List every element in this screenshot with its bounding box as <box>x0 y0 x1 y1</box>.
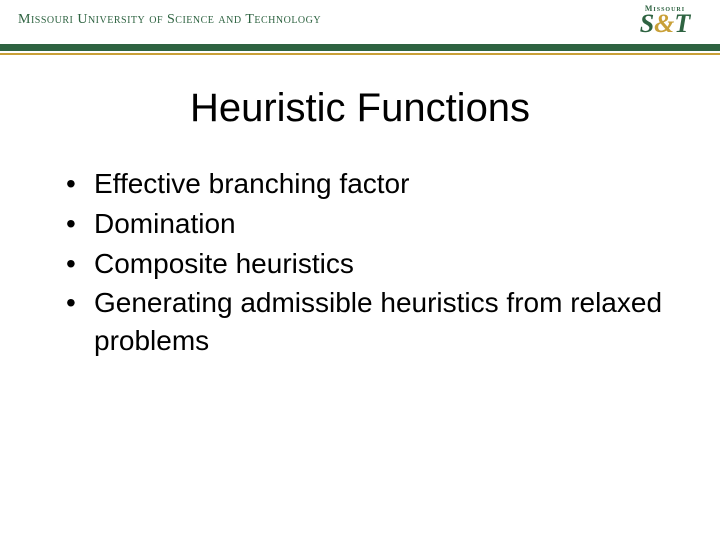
list-item: • Domination <box>66 205 672 243</box>
rule-green <box>0 44 720 51</box>
slide-title: Heuristic Functions <box>48 86 672 131</box>
content-area: Heuristic Functions • Effective branchin… <box>0 58 720 360</box>
list-item: • Composite heuristics <box>66 245 672 283</box>
logo: Missouri S&T <box>624 4 706 46</box>
header-bar: Missouri University of Science and Techn… <box>0 0 720 44</box>
bullet-text: Composite heuristics <box>94 245 672 283</box>
slide: Missouri University of Science and Techn… <box>0 0 720 540</box>
university-name: Missouri University of Science and Techn… <box>18 12 321 28</box>
bullet-text: Effective branching factor <box>94 165 672 203</box>
logo-t: T <box>674 9 690 38</box>
logo-main: S&T <box>624 12 706 36</box>
bullet-list: • Effective branching factor • Dominatio… <box>48 165 672 360</box>
bullet-text: Domination <box>94 205 672 243</box>
bullet-icon: • <box>66 205 94 243</box>
header-rule <box>0 44 720 58</box>
logo-s: S <box>640 9 654 38</box>
list-item: • Effective branching factor <box>66 165 672 203</box>
bullet-text: Generating admissible heuristics from re… <box>94 284 672 360</box>
bullet-icon: • <box>66 245 94 283</box>
bullet-icon: • <box>66 165 94 203</box>
rule-gold <box>0 53 720 55</box>
list-item: • Generating admissible heuristics from … <box>66 284 672 360</box>
logo-ampersand: & <box>654 9 674 38</box>
bullet-icon: • <box>66 284 94 322</box>
